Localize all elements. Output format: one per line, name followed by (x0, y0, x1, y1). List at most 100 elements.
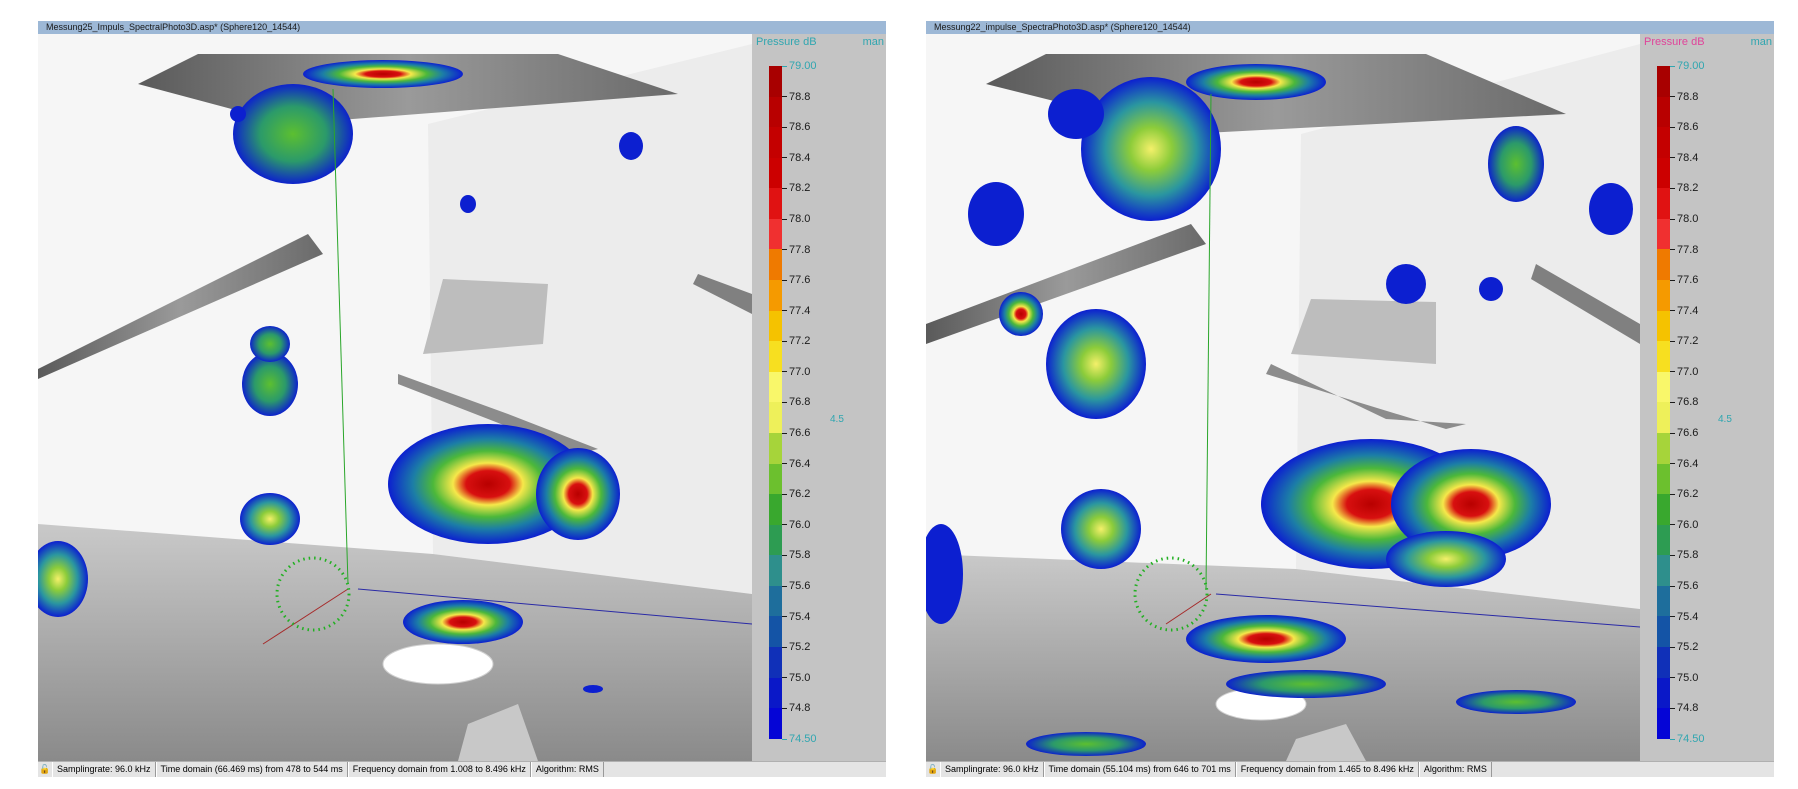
colorbar-segment (769, 157, 782, 189)
scale-tick-label: 77.2 (1670, 336, 1698, 347)
colorbar-segment (769, 524, 782, 556)
window-title: Messung25_Impuls_SpectralPhoto3D.asp* (S… (38, 21, 886, 34)
acoustic-view-panel-left: Messung25_Impuls_SpectralPhoto3D.asp* (S… (38, 21, 886, 777)
scale-mode[interactable]: man (1750, 36, 1772, 48)
colorbar-segment (1657, 585, 1670, 617)
colorbar (1657, 66, 1670, 739)
status-bar: 🔓 Samplingrate: 96.0 kHz Time domain (55.1… (926, 761, 1774, 777)
window-title: Messung22_impulse_SpectraPhoto3D.asp* (S… (926, 21, 1774, 34)
colorbar-segment (1657, 463, 1670, 495)
scale-tick-label: 78.8 (782, 91, 810, 103)
scale-tick-label: 78.0 (782, 213, 810, 225)
colorbar-segment (769, 585, 782, 617)
color-scale-panel: Pressure dB man 79.00 78.8 78.6 78.4 78.2 78… (752, 34, 886, 761)
scale-tick-label: 77.2 (782, 336, 810, 347)
colorbar-segment (1657, 188, 1670, 219)
scale-mode[interactable]: man (862, 36, 884, 48)
status-algorithm: Algorithm: RMS (1418, 762, 1492, 777)
colorbar-segment (1657, 127, 1670, 158)
scale-tick-label: 78.6 (782, 122, 810, 133)
scale-tick-label: 77.8 (782, 244, 810, 256)
scale-title: Pressure dB (1644, 36, 1705, 48)
scale-tick-label: 77.6 (782, 275, 810, 286)
scale-min: 74.50 (1670, 734, 1705, 745)
status-samplingrate: Samplingrate: 96.0 kHz (52, 762, 156, 777)
scale-tick-label: 75.0 (782, 672, 810, 684)
scale-tick-label: 76.2 (1670, 489, 1698, 500)
scale-tick-label: 78.2 (1670, 183, 1698, 194)
colorbar-segment (1657, 432, 1670, 464)
scale-tick-label: 75.0 (1670, 672, 1698, 684)
scale-tick-label: 78.4 (782, 152, 810, 164)
scale-tick-label: 78.0 (1670, 213, 1698, 225)
colorbar-segment (769, 66, 782, 97)
colorbar-segment (769, 249, 782, 281)
colorbar-segment (769, 432, 782, 464)
scale-tick-label: 78.4 (1670, 152, 1698, 164)
scale-min: 74.50 (782, 734, 817, 745)
lock-icon[interactable]: 🔓 (927, 764, 939, 774)
scale-tick-label: 76.6 (782, 428, 810, 439)
scale-tick-label: 76.8 (1670, 397, 1698, 408)
colorbar-segment (1657, 646, 1670, 678)
colorbar-segment (1657, 494, 1670, 525)
scale-tick-label: 75.2 (782, 642, 810, 653)
colorbar-segment (769, 280, 782, 311)
status-time-domain: Time domain (66.469 ms) from 478 to 544 … (155, 762, 348, 777)
colorbar-segment (1657, 371, 1670, 403)
scale-tick-label: 75.4 (1670, 611, 1698, 623)
scale-tick-label: 76.0 (782, 519, 810, 531)
color-scale-panel: Pressure dB man 79.00 78.8 78.6 78.4 78.2 78… (1640, 34, 1774, 761)
scale-tick-label: 78.8 (1670, 91, 1698, 103)
status-frequency-domain: Frequency domain from 1.008 to 8.496 kHz (347, 762, 531, 777)
colorbar-segment (769, 371, 782, 403)
scale-tick-label: 76.2 (782, 489, 810, 500)
acoustic-view-panel-right: Messung22_impulse_SpectraPhoto3D.asp* (S… (926, 21, 1774, 777)
colorbar-segment (769, 96, 782, 128)
scale-tick-label: 75.4 (782, 611, 810, 623)
scale-max: 79.00 (1670, 61, 1705, 72)
scale-midpoint: 4.5 (830, 414, 844, 425)
status-algorithm: Algorithm: RMS (530, 762, 604, 777)
scale-tick-label: 78.6 (1670, 122, 1698, 133)
scale-tick-label: 75.6 (1670, 581, 1698, 592)
scale-tick-label: 76.8 (782, 397, 810, 408)
scale-tick-label: 78.2 (782, 183, 810, 194)
3d-viewport[interactable] (38, 34, 752, 761)
3d-viewport[interactable] (926, 34, 1640, 761)
lock-icon[interactable]: 🔓 (39, 764, 51, 774)
colorbar-segment (1657, 708, 1670, 739)
scale-tick-label: 77.4 (1670, 305, 1698, 317)
colorbar-segment (1657, 677, 1670, 709)
status-samplingrate: Samplingrate: 96.0 kHz (940, 762, 1044, 777)
scale-tick-label: 77.6 (1670, 275, 1698, 286)
status-bar: 🔓 Samplingrate: 96.0 kHz Time domain (66.4… (38, 761, 886, 777)
scale-tick-label: 77.8 (1670, 244, 1698, 256)
scale-tick-label: 76.6 (1670, 428, 1698, 439)
status-time-domain: Time domain (55.104 ms) from 646 to 701 … (1043, 762, 1236, 777)
colorbar-segment (769, 310, 782, 342)
scale-tick-label: 75.8 (1670, 550, 1698, 561)
scale-tick-label: 77.4 (782, 305, 810, 317)
colorbar-segment (769, 188, 782, 219)
colorbar (769, 66, 782, 739)
colorbar-segment (769, 616, 782, 647)
scale-tick-label: 75.2 (1670, 642, 1698, 653)
colorbar-segment (769, 402, 782, 433)
colorbar-segment (769, 555, 782, 586)
scale-tick-label: 75.6 (782, 581, 810, 592)
colorbar-segment (769, 494, 782, 525)
colorbar-segment (1657, 249, 1670, 281)
scale-title: Pressure dB (756, 36, 817, 48)
scale-tick-label: 76.0 (1670, 519, 1698, 531)
colorbar-segment (1657, 96, 1670, 128)
colorbar-segment (769, 463, 782, 495)
scale-tick-label: 75.8 (782, 550, 810, 561)
scale-tick-label: 74.8 (782, 703, 810, 714)
colorbar-segment (1657, 555, 1670, 586)
colorbar-segment (769, 646, 782, 678)
colorbar-segment (1657, 66, 1670, 97)
colorbar-segment (769, 218, 782, 250)
status-frequency-domain: Frequency domain from 1.465 to 8.496 kHz (1235, 762, 1419, 777)
scale-tick-label: 76.4 (1670, 458, 1698, 470)
